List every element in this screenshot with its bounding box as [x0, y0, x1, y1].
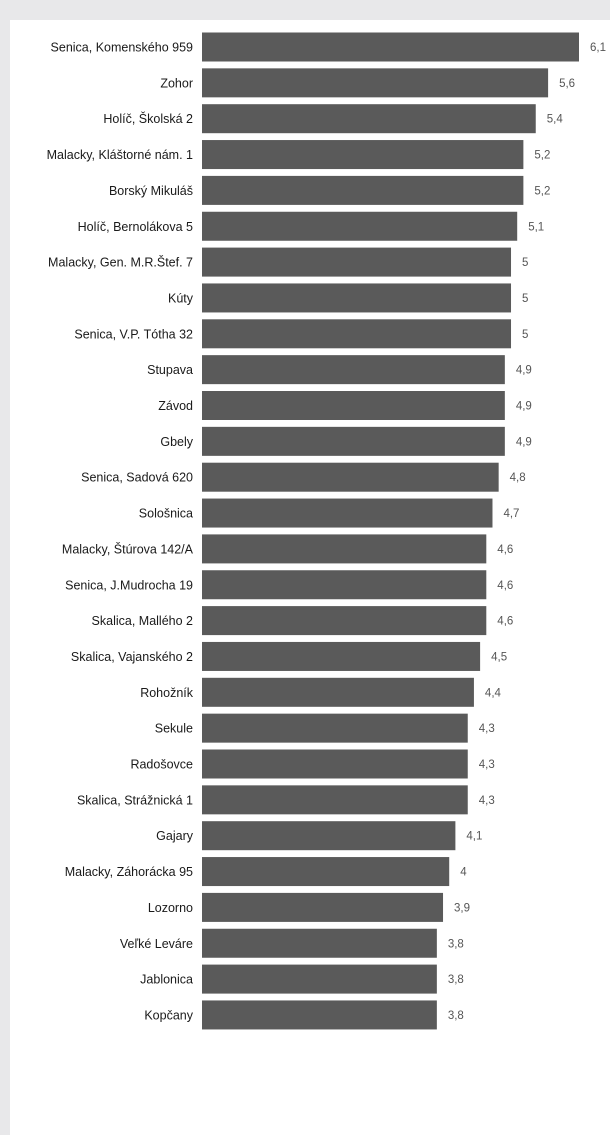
- data-label: 4: [460, 867, 467, 879]
- bar: [202, 570, 487, 600]
- category-label: Závod: [158, 399, 193, 413]
- data-label: 5,6: [559, 78, 575, 90]
- category-label: Gbely: [160, 435, 193, 449]
- category-label: Jablonica: [140, 973, 193, 987]
- category-label: Holíč, Bernolákova 5: [78, 220, 193, 234]
- data-label: 5,2: [534, 185, 550, 197]
- data-label: 5: [522, 329, 528, 341]
- bar: [202, 283, 512, 313]
- category-label: Kopčany: [144, 1008, 193, 1022]
- bar: [202, 749, 468, 779]
- data-label: 5: [522, 257, 528, 269]
- bar: [202, 175, 524, 205]
- bar: [202, 641, 481, 671]
- bar: [202, 677, 474, 707]
- data-label: 4,9: [516, 401, 532, 413]
- category-label: Holíč, Školská 2: [103, 111, 193, 126]
- bar: [202, 964, 437, 994]
- category-label: Sološnica: [139, 507, 193, 521]
- category-label: Senica, V.P. Tótha 32: [74, 327, 193, 341]
- bar: [202, 534, 487, 564]
- data-label: 4,9: [516, 365, 532, 377]
- category-label: Skalica, Strážnická 1: [77, 793, 193, 807]
- data-label: 5,4: [547, 114, 564, 126]
- category-label: Senica, J.Mudrocha 19: [65, 578, 193, 592]
- data-label: 4,6: [497, 544, 513, 556]
- bar: [202, 462, 499, 492]
- data-label: 3,9: [454, 902, 470, 914]
- data-label: 4,7: [503, 508, 519, 520]
- category-label: Sekule: [155, 722, 193, 736]
- bar: [202, 391, 505, 420]
- category-label: Skalica, Vajanského 2: [71, 650, 193, 664]
- category-label: Borský Mikuláš: [109, 184, 193, 198]
- data-label: 4,3: [479, 759, 495, 771]
- category-label: Senica, Komenského 959: [51, 41, 194, 55]
- data-label: 5,2: [534, 150, 550, 162]
- category-label: Rohožník: [140, 686, 194, 700]
- data-label: 4,1: [466, 831, 482, 843]
- category-label: Lozorno: [148, 901, 193, 915]
- category-label: Skalica, Mallého 2: [92, 614, 193, 628]
- bar: [202, 319, 512, 349]
- bar: [202, 857, 450, 887]
- bar: [202, 498, 493, 528]
- bar: [202, 426, 505, 456]
- category-label: Zohor: [160, 76, 193, 90]
- data-label: 4,5: [491, 651, 507, 663]
- category-labels: Senica, Komenského 959 Zohor Holíč, Školsk…: [47, 41, 194, 1023]
- category-label: Gajary: [156, 829, 194, 843]
- data-label: 5,1: [528, 221, 544, 233]
- bar: [202, 211, 518, 241]
- category-label: Malacky, Záhorácka 95: [65, 865, 193, 879]
- bar: [202, 32, 579, 62]
- value-labels: 6,1 5,6 5,4 5,2 5,2 5,1 5 5 5 4,9 4,9 4,9 4,8 4,7 4,6 4…: [448, 42, 606, 1022]
- data-label: 4,3: [479, 795, 495, 807]
- bar: [202, 140, 524, 170]
- data-label: 5: [522, 293, 528, 305]
- category-label: Veľké Leváre: [120, 937, 193, 951]
- data-label: 3,8: [448, 938, 464, 950]
- bar: [202, 606, 487, 636]
- bar: [202, 355, 505, 385]
- data-label: 3,8: [448, 1010, 464, 1022]
- data-label: 4,3: [479, 723, 495, 735]
- bar: [202, 247, 512, 277]
- data-label: 3,8: [448, 974, 464, 986]
- data-label: 4,9: [516, 436, 532, 448]
- bar: [202, 1000, 437, 1030]
- bar: [202, 928, 437, 958]
- category-label: Malacky, Kláštorné nám. 1: [47, 148, 193, 162]
- bar: [202, 713, 468, 743]
- category-label: Senica, Sadová 620: [81, 471, 193, 485]
- bar: [202, 68, 549, 98]
- category-label: Kúty: [168, 291, 194, 305]
- category-label: Stupava: [147, 363, 193, 377]
- category-label: Radošovce: [130, 758, 193, 772]
- bar: [202, 821, 456, 851]
- data-label: 6,1: [590, 42, 606, 54]
- data-label: 4,6: [497, 580, 513, 592]
- bar: [202, 892, 444, 922]
- category-label: Malacky, Štúrova 142/A: [62, 541, 194, 556]
- data-label: 4,6: [497, 616, 513, 628]
- bars-layer: [202, 32, 579, 1030]
- data-label: 4,8: [510, 472, 526, 484]
- bar: [202, 104, 536, 134]
- data-label: 4,4: [485, 687, 502, 699]
- category-label: Malacky, Gen. M.R.Štef. 7: [48, 255, 193, 270]
- bar: [202, 785, 468, 815]
